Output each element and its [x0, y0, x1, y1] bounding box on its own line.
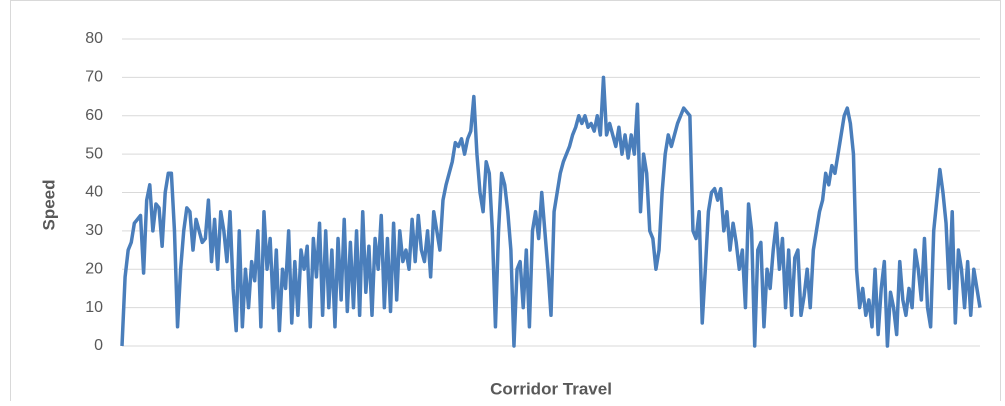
y-tick-label: 0 [94, 337, 103, 354]
x-axis-label: Corridor Travel [490, 379, 612, 398]
y-tick-label: 10 [85, 299, 103, 316]
y-tick-label: 20 [85, 260, 103, 277]
y-tick-label: 70 [85, 69, 103, 86]
y-tick-label: 60 [85, 107, 103, 124]
y-tick-label: 80 [85, 30, 103, 47]
y-tick-label: 30 [85, 222, 103, 239]
y-tick-label: 50 [85, 145, 103, 162]
y-tick-label: 40 [85, 184, 103, 201]
y-axis-label: Speed [39, 179, 58, 230]
speed-line [120, 75, 982, 348]
